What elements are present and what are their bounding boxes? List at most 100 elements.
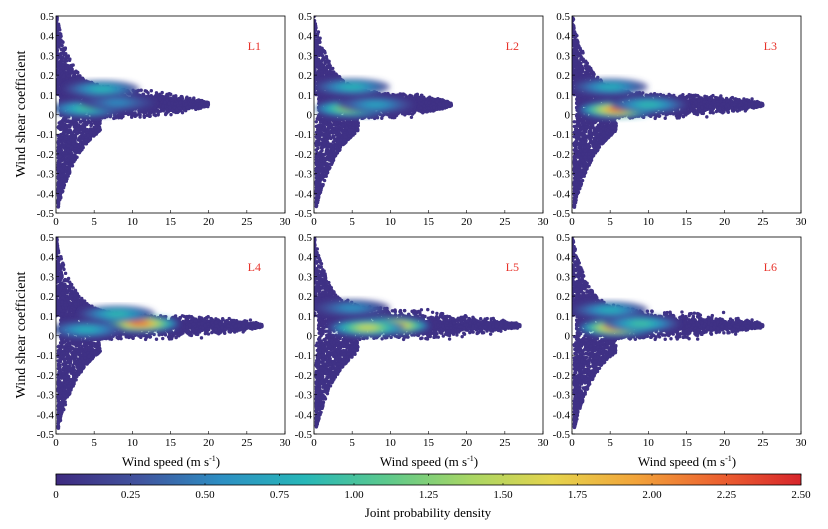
scatter-point bbox=[58, 150, 63, 154]
scatter-point bbox=[61, 55, 65, 59]
scatter-point bbox=[90, 117, 94, 121]
scatter-point bbox=[75, 75, 79, 79]
scatter-point bbox=[66, 148, 70, 153]
scatter-point bbox=[180, 96, 185, 101]
scatter-point bbox=[58, 61, 63, 65]
scatter-point bbox=[56, 90, 61, 95]
scatter-point bbox=[67, 164, 71, 169]
scatter-point bbox=[78, 135, 82, 139]
density-core bbox=[92, 86, 112, 92]
scatter-point bbox=[57, 124, 61, 129]
scatter-point bbox=[64, 166, 68, 171]
y-tick-label: -0.4 bbox=[37, 188, 55, 200]
scatter-point bbox=[160, 90, 164, 95]
x-tick-label: 20 bbox=[203, 216, 215, 228]
x-tick-label: 30 bbox=[280, 216, 292, 228]
scatter-point bbox=[85, 121, 89, 125]
scatter-point bbox=[78, 74, 82, 78]
scatter-point bbox=[124, 111, 128, 116]
scatter-point bbox=[195, 99, 200, 103]
scatter-point bbox=[61, 92, 66, 96]
scatter-point bbox=[69, 67, 74, 72]
scatter-point bbox=[167, 101, 171, 106]
scatter-point bbox=[56, 63, 59, 67]
scatter-point bbox=[113, 115, 118, 120]
scatter-point bbox=[177, 96, 181, 101]
scatter-point bbox=[119, 116, 124, 120]
scatter-point bbox=[56, 23, 59, 28]
scatter-point bbox=[148, 111, 153, 115]
scatter-point bbox=[62, 143, 66, 148]
y-tick-label: -0.1 bbox=[37, 129, 54, 141]
scatter-point bbox=[156, 110, 160, 115]
scatter-point bbox=[198, 104, 202, 108]
scatter-point bbox=[70, 122, 74, 126]
scatter-point bbox=[138, 113, 142, 117]
scatter-point bbox=[63, 154, 68, 158]
scatter-point bbox=[71, 155, 75, 159]
scatter-point bbox=[133, 111, 137, 115]
scatter-point bbox=[77, 95, 82, 99]
scatter-point bbox=[73, 143, 78, 148]
scatter-point bbox=[206, 102, 210, 107]
x-tick-label: 25 bbox=[241, 216, 253, 228]
scatter-point bbox=[81, 140, 85, 144]
scatter-point bbox=[153, 106, 157, 111]
scatter-point bbox=[174, 94, 178, 98]
scatter-point bbox=[129, 111, 134, 116]
scatter-point bbox=[56, 198, 61, 202]
scatter-point bbox=[173, 96, 178, 100]
scatter-point bbox=[169, 112, 173, 117]
scatter-point bbox=[63, 47, 67, 52]
scatter-point bbox=[100, 116, 104, 120]
scatter-point bbox=[173, 102, 178, 106]
scatter-point bbox=[117, 112, 121, 117]
scatter-point bbox=[76, 117, 81, 121]
scatter-point bbox=[200, 98, 204, 103]
y-tick-label: 0.3 bbox=[40, 50, 54, 62]
scatter-point bbox=[67, 80, 71, 85]
scatter-point bbox=[188, 102, 193, 106]
scatter-point bbox=[60, 127, 65, 131]
scatter-point bbox=[149, 94, 153, 98]
scatter-point bbox=[56, 174, 60, 179]
scatter-point bbox=[158, 97, 162, 102]
scatter-point bbox=[79, 119, 83, 124]
x-tick-label: 15 bbox=[165, 216, 177, 228]
y-tick-label: -0.3 bbox=[37, 169, 55, 181]
scatter-point bbox=[61, 164, 66, 169]
scatter-point bbox=[148, 114, 152, 118]
scatter-point bbox=[63, 53, 67, 57]
scatter-point bbox=[143, 89, 148, 93]
scatter-point bbox=[56, 34, 58, 38]
scatter-point bbox=[68, 70, 72, 74]
scatter-point bbox=[86, 133, 90, 138]
scatter-point bbox=[81, 143, 85, 148]
scatter-point bbox=[142, 115, 147, 120]
scatter-point bbox=[72, 149, 77, 153]
scatter-point bbox=[92, 132, 97, 137]
scatter-point bbox=[93, 117, 97, 122]
scatter-point bbox=[56, 70, 58, 74]
scatter-point bbox=[59, 174, 64, 178]
scatter-point bbox=[60, 58, 64, 62]
scatter-point bbox=[63, 147, 67, 152]
scatter-point bbox=[66, 158, 70, 163]
scatter-point bbox=[156, 101, 160, 106]
scatter-point bbox=[56, 196, 61, 200]
scatter-point bbox=[146, 91, 150, 95]
scatter-point bbox=[56, 45, 59, 50]
scatter-point bbox=[88, 136, 93, 140]
scatter-point bbox=[60, 82, 64, 87]
scatter-point bbox=[56, 85, 59, 90]
scatter-point bbox=[73, 139, 77, 143]
scatter-point bbox=[165, 98, 169, 103]
scatter-point bbox=[152, 111, 156, 116]
scatter-point bbox=[73, 127, 77, 131]
scatter-point bbox=[84, 138, 88, 142]
scatter-point bbox=[77, 147, 81, 151]
scatter-point bbox=[185, 105, 190, 110]
scatter-point bbox=[64, 125, 69, 129]
scatter-point bbox=[178, 100, 183, 105]
scatter-point bbox=[72, 78, 76, 83]
